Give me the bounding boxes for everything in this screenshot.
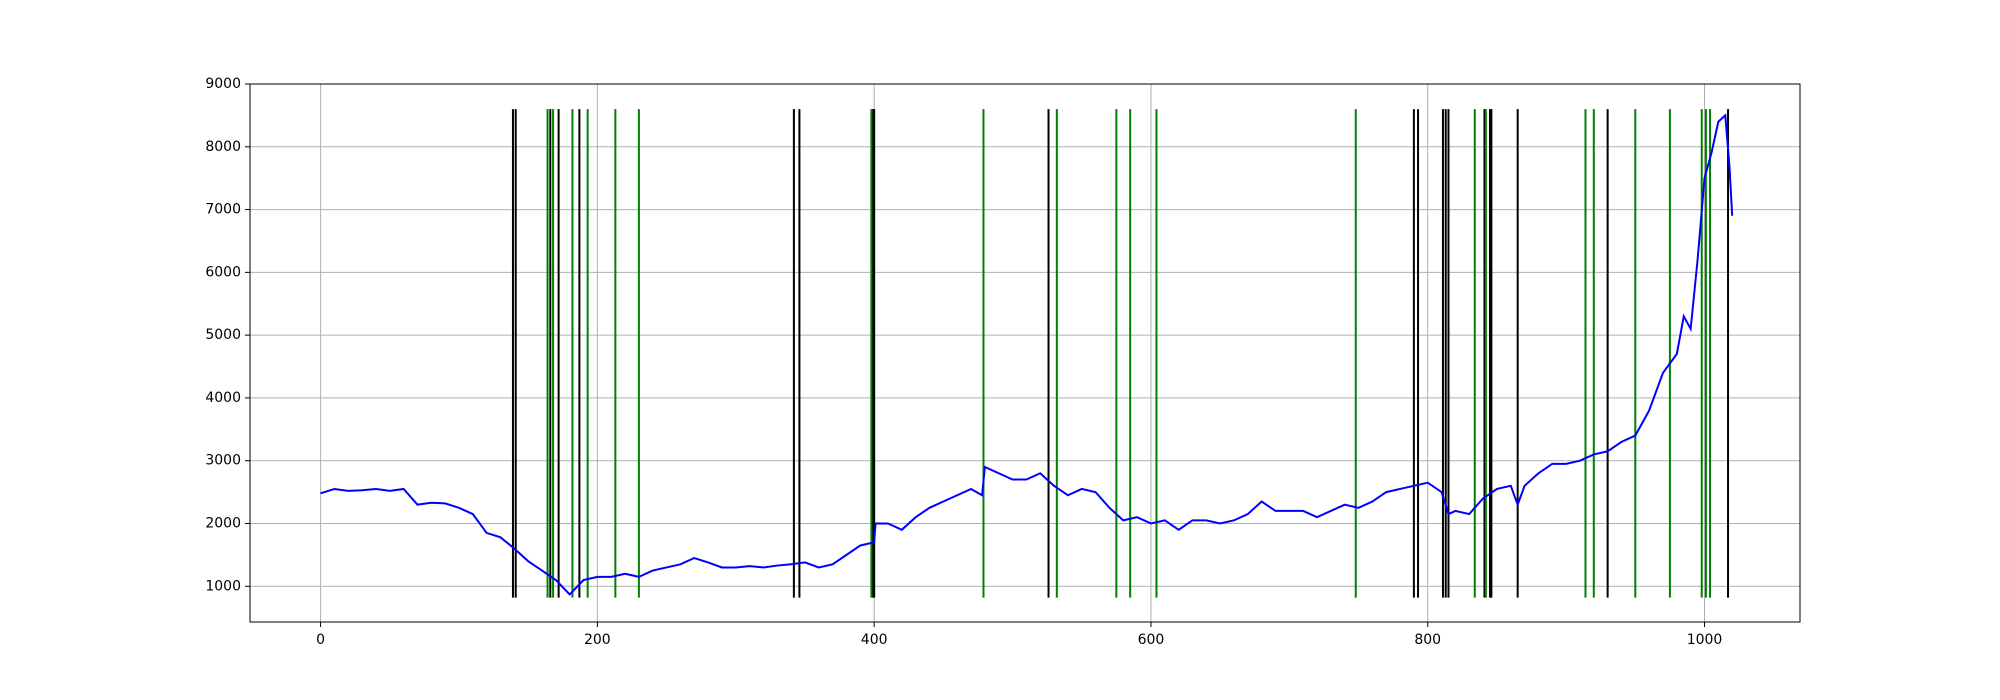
x-tick-label: 600 [1138, 632, 1165, 648]
y-tick-label: 2000 [205, 515, 241, 531]
y-tick-label: 4000 [205, 390, 241, 406]
x-tick-label: 200 [584, 632, 611, 648]
y-tick-label: 8000 [205, 139, 241, 155]
y-tick-label: 6000 [205, 264, 241, 280]
x-tick-label: 800 [1414, 632, 1441, 648]
y-tick-label: 9000 [205, 76, 241, 92]
y-tick-label: 5000 [205, 327, 241, 343]
x-tick-label: 0 [316, 632, 325, 648]
plot-frame [249, 83, 1801, 623]
x-tick-label: 400 [861, 632, 888, 648]
y-tick-label: 1000 [205, 578, 241, 594]
y-tick-label: 7000 [205, 202, 241, 218]
line-series [320, 113, 1734, 596]
y-tick-label: 3000 [205, 453, 241, 469]
x-tick-label: 1000 [1687, 632, 1723, 648]
